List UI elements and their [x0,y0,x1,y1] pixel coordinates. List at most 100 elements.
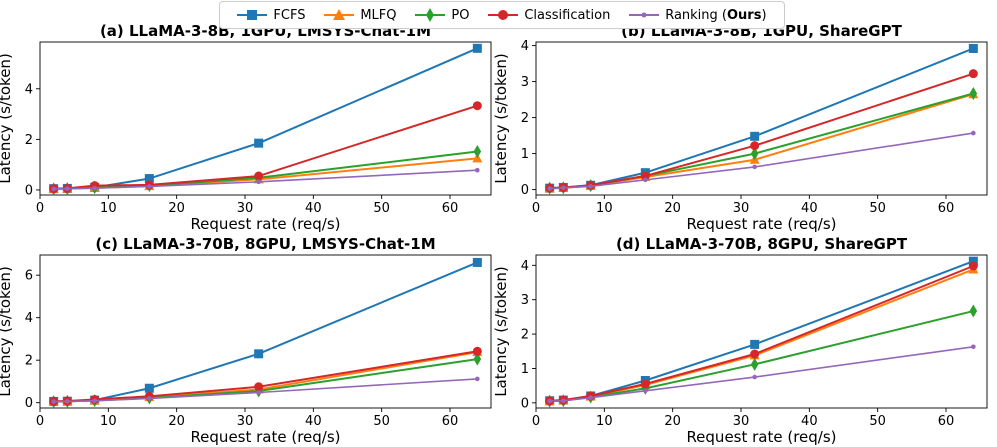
x-tick-label: 60 [442,414,459,429]
legend-marker-mlfq [324,9,355,20]
data-point-fcfs [968,43,978,53]
data-point-ranking [971,344,976,350]
series-line-fcfs [549,47,974,190]
legend-label-mlfq: MLFQ [360,7,397,23]
y-tick-label: 4 [25,311,33,326]
data-point-ranking [588,184,593,189]
subplot-c: (c) LLaMA-3-70B, 8GPU, LMSYS-Chat-1M 0 10 2… [0,235,492,446]
data-point-fcfs [968,256,978,266]
data-point-classification [640,171,650,181]
legend-marker-classification [488,10,519,20]
series-ranking-c [51,376,480,404]
data-point-ranking [92,185,97,191]
x-tick-label: 20 [664,414,681,429]
x-tick-label: 20 [168,414,185,429]
data-point-fcfs [254,349,264,359]
data-point-ranking [643,388,648,394]
x-tick-label: 50 [373,414,390,429]
series-line-mlfq [549,268,974,403]
data-point-ranking [256,179,261,185]
legend-marker-fcfs [237,10,268,20]
data-point-po [750,357,759,371]
legend-item-mlfq: MLFQ [324,7,397,23]
data-point-ranking [65,186,70,191]
data-point-classification [640,379,650,389]
x-tick-label: 40 [801,201,818,216]
data-point-ranking [561,398,566,404]
x-tick-label: 10 [100,414,117,429]
subplot-a: (a) LLaMA-3-8B, 1GPU, LMSYS-Chat-1M0 10 20… [0,22,492,233]
data-point-ranking [475,376,480,382]
series-ranking-d [547,344,976,404]
x-tick-label: 30 [237,414,254,429]
series-ranking-a [51,167,480,192]
data-point-ranking [147,396,152,401]
x-tick-label: 50 [373,201,390,216]
y-tick-label: 3 [521,75,529,90]
legend-label-po: PO [451,7,470,23]
legend-item-ranking: Ranking (Ours) [629,7,767,23]
y-axis-label-c: Latency (s/token) [0,266,14,397]
data-point-classification [254,382,264,392]
y-tick-label: 0 [521,396,529,411]
data-point-fcfs [750,131,760,141]
data-point-fcfs [472,43,482,53]
legend-label-fcfs: FCFS [273,7,306,23]
y-tick-label: 4 [25,82,33,97]
data-point-ranking [256,390,261,395]
y-tick-label: 0 [25,396,33,411]
data-point-po [969,86,978,100]
legend-item-po: PO [415,8,469,23]
data-point-ranking [147,184,152,189]
data-point-classification [968,69,978,79]
data-point-ranking [65,399,70,404]
y-tick-label: 4 [521,39,529,54]
x-tick-label: 40 [305,414,322,429]
data-point-po [969,304,978,318]
plot-title-c: (c) LLaMA-3-70B, 8GPU, LMSYS-Chat-1M [95,235,435,253]
x-tick-label: 0 [532,201,540,216]
series-mlfq-d [544,263,979,406]
data-point-ranking [475,167,480,173]
plot-frame-d [535,254,988,409]
legend-label-ranking: Ranking (Ours) [665,7,767,23]
series-line-mlfq [549,93,974,190]
data-point-classification [750,141,760,151]
series-fcfs-b [545,43,978,193]
x-axis-label-d: Request rate (req/s) [686,428,836,446]
y-tick-label: 0 [521,183,529,198]
data-point-fcfs [472,257,482,267]
series-fcfs-a [49,43,482,194]
y-tick-label: 2 [25,133,33,148]
series-line-mlfq [53,351,478,403]
series-classification-c [49,346,482,406]
data-point-ranking [643,177,648,183]
legend-label-classification: Classification [524,7,611,23]
data-point-ranking [51,399,56,404]
x-tick-label: 10 [596,414,613,429]
x-tick-label: 0 [532,414,540,429]
y-tick-label: 2 [25,354,33,369]
y-axis-label-d: Latency (s/token) [492,266,510,397]
y-tick-label: 4 [521,259,529,274]
series-classification-d [545,261,978,406]
x-axis-label-b: Request rate (req/s) [686,215,836,233]
x-tick-label: 20 [168,201,185,216]
series-line-po [549,92,974,190]
y-tick-label: 0 [25,183,33,198]
series-ranking-b [547,130,976,191]
plot-frame-b [535,41,988,196]
x-axis-label-a: Request rate (req/s) [190,215,340,233]
data-point-classification [750,349,760,359]
plot-title-d: (d) LLaMA-3-70B, 8GPU, ShareGPT [616,235,908,253]
y-axis-label-a: Latency (s/token) [0,53,14,184]
data-point-ranking [561,185,566,191]
data-point-ranking [92,398,97,404]
data-point-ranking [547,398,552,404]
x-tick-label: 40 [305,201,322,216]
series-line-classification [549,72,974,190]
x-tick-label: 60 [442,201,459,216]
